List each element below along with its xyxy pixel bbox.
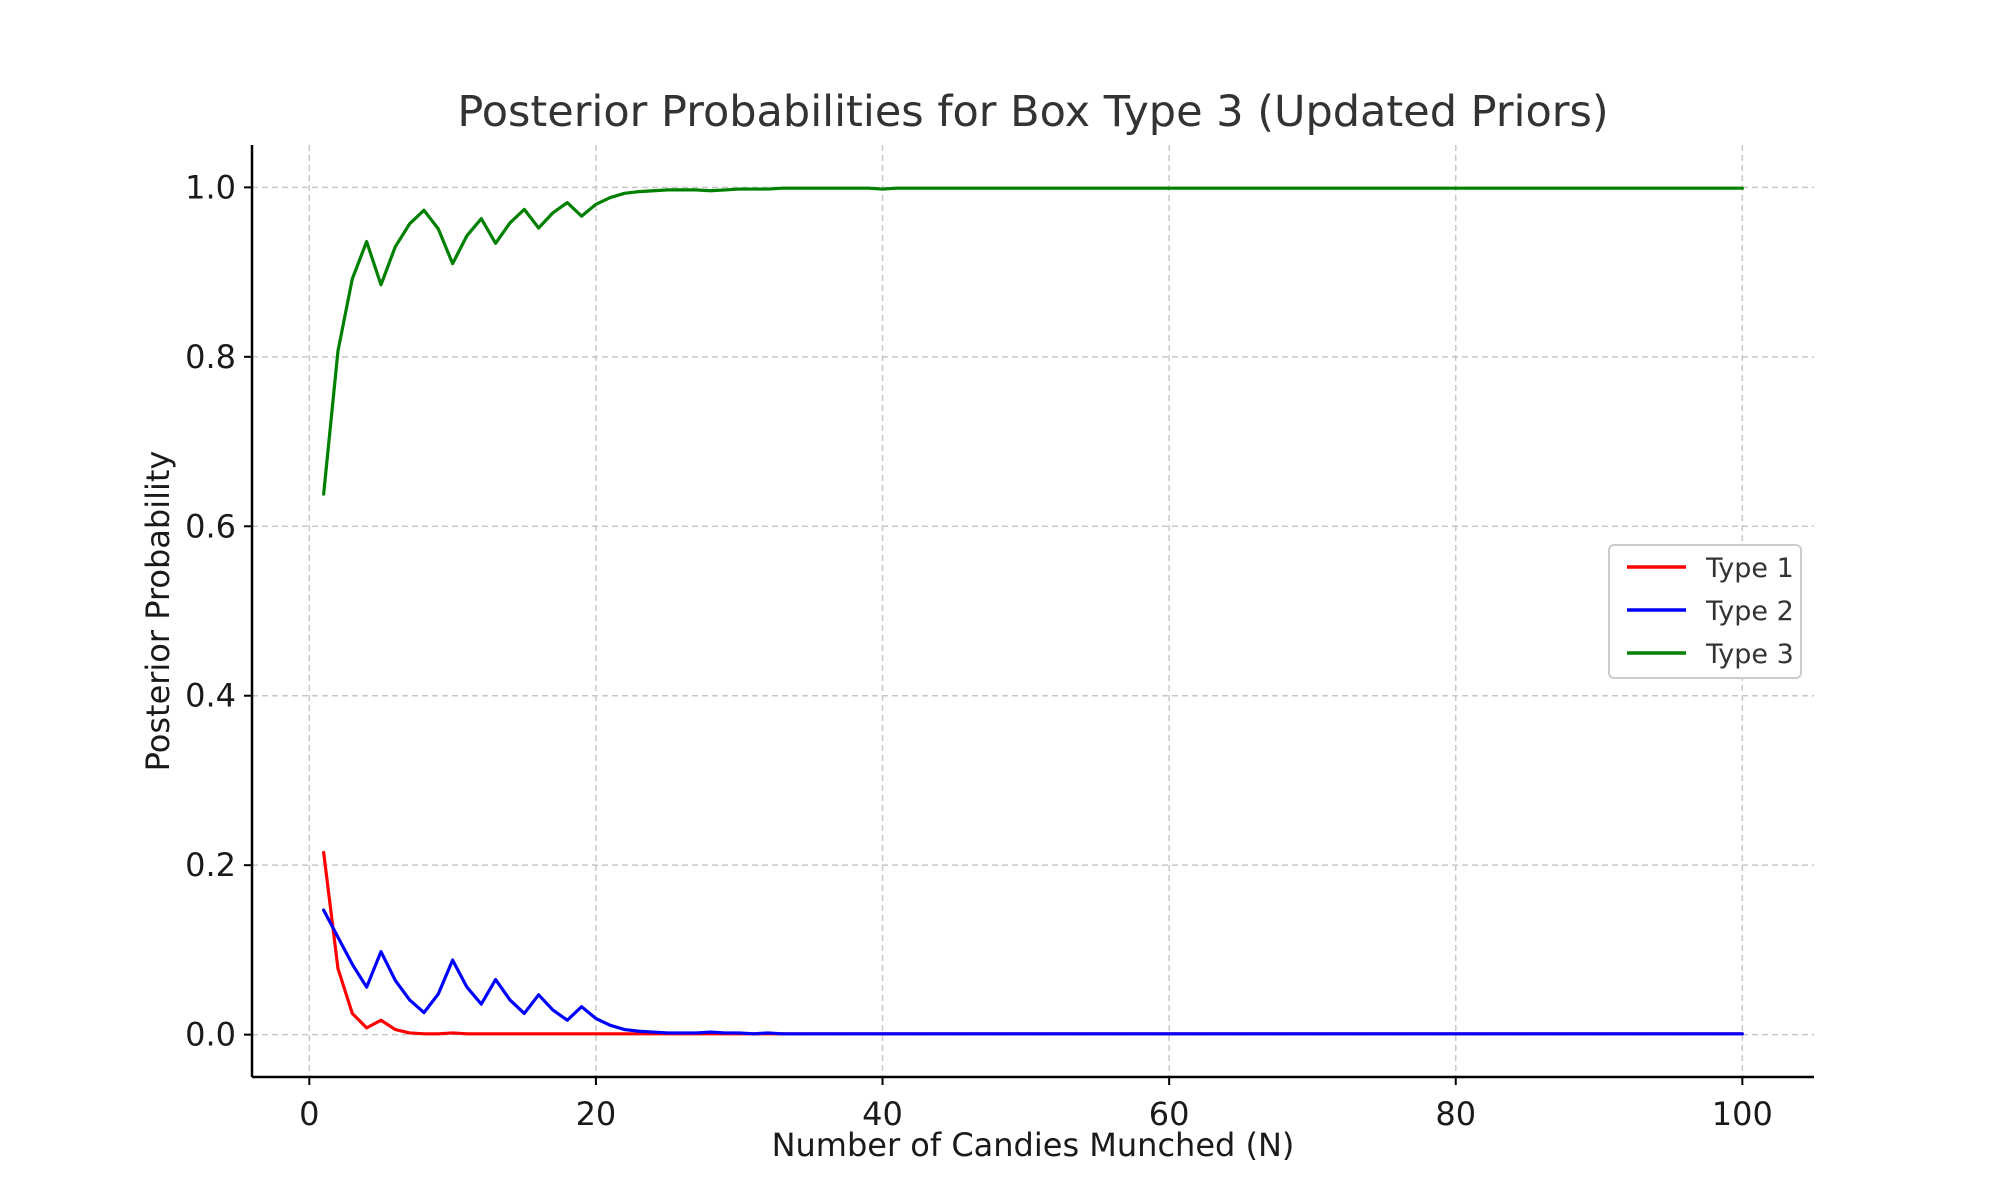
- legend-items: Type 1 Type 2 Type 3: [1627, 553, 1794, 670]
- y-tick-label: 0.0: [185, 1016, 236, 1054]
- y-tick-label: 1.0: [185, 168, 236, 206]
- y-tick-label: 0.2: [185, 846, 236, 884]
- legend-frame: [1608, 544, 1802, 679]
- y-tick-label: 0.4: [185, 677, 236, 715]
- x-tick-label: 100: [1712, 1095, 1773, 1133]
- chart-title: Posterior Probabilities for Box Type 3 (…: [457, 87, 1608, 137]
- x-tick-label: 20: [576, 1095, 617, 1133]
- y-axis-label: Posterior Probability: [139, 451, 177, 772]
- axes-layer: [250, 145, 1814, 1079]
- series-line-type-3: [322, 186, 1744, 496]
- series-line-type-2: [322, 908, 1744, 1036]
- x-tick-label: 0: [299, 1095, 319, 1133]
- legend-label: Type 2: [1705, 596, 1794, 627]
- y-tick-label: 0.8: [185, 338, 236, 376]
- series-layer: [322, 186, 1744, 1036]
- x-tick-label: 40: [862, 1095, 903, 1133]
- x-tick-label: 60: [1149, 1095, 1190, 1133]
- y-tick-label: 0.6: [185, 507, 236, 545]
- legend-label: Type 1: [1705, 553, 1794, 584]
- x-axis-label: Number of Candies Munched (N): [772, 1126, 1295, 1164]
- tick-layer: 0 20 40 60 80 100 0.0 0.2 0.4 0.6 0.8 1.0: [185, 168, 1773, 1133]
- legend-label: Type 3: [1705, 639, 1794, 670]
- legend: Type 1 Type 2 Type 3: [1608, 544, 1802, 679]
- x-tick-label: 80: [1435, 1095, 1476, 1133]
